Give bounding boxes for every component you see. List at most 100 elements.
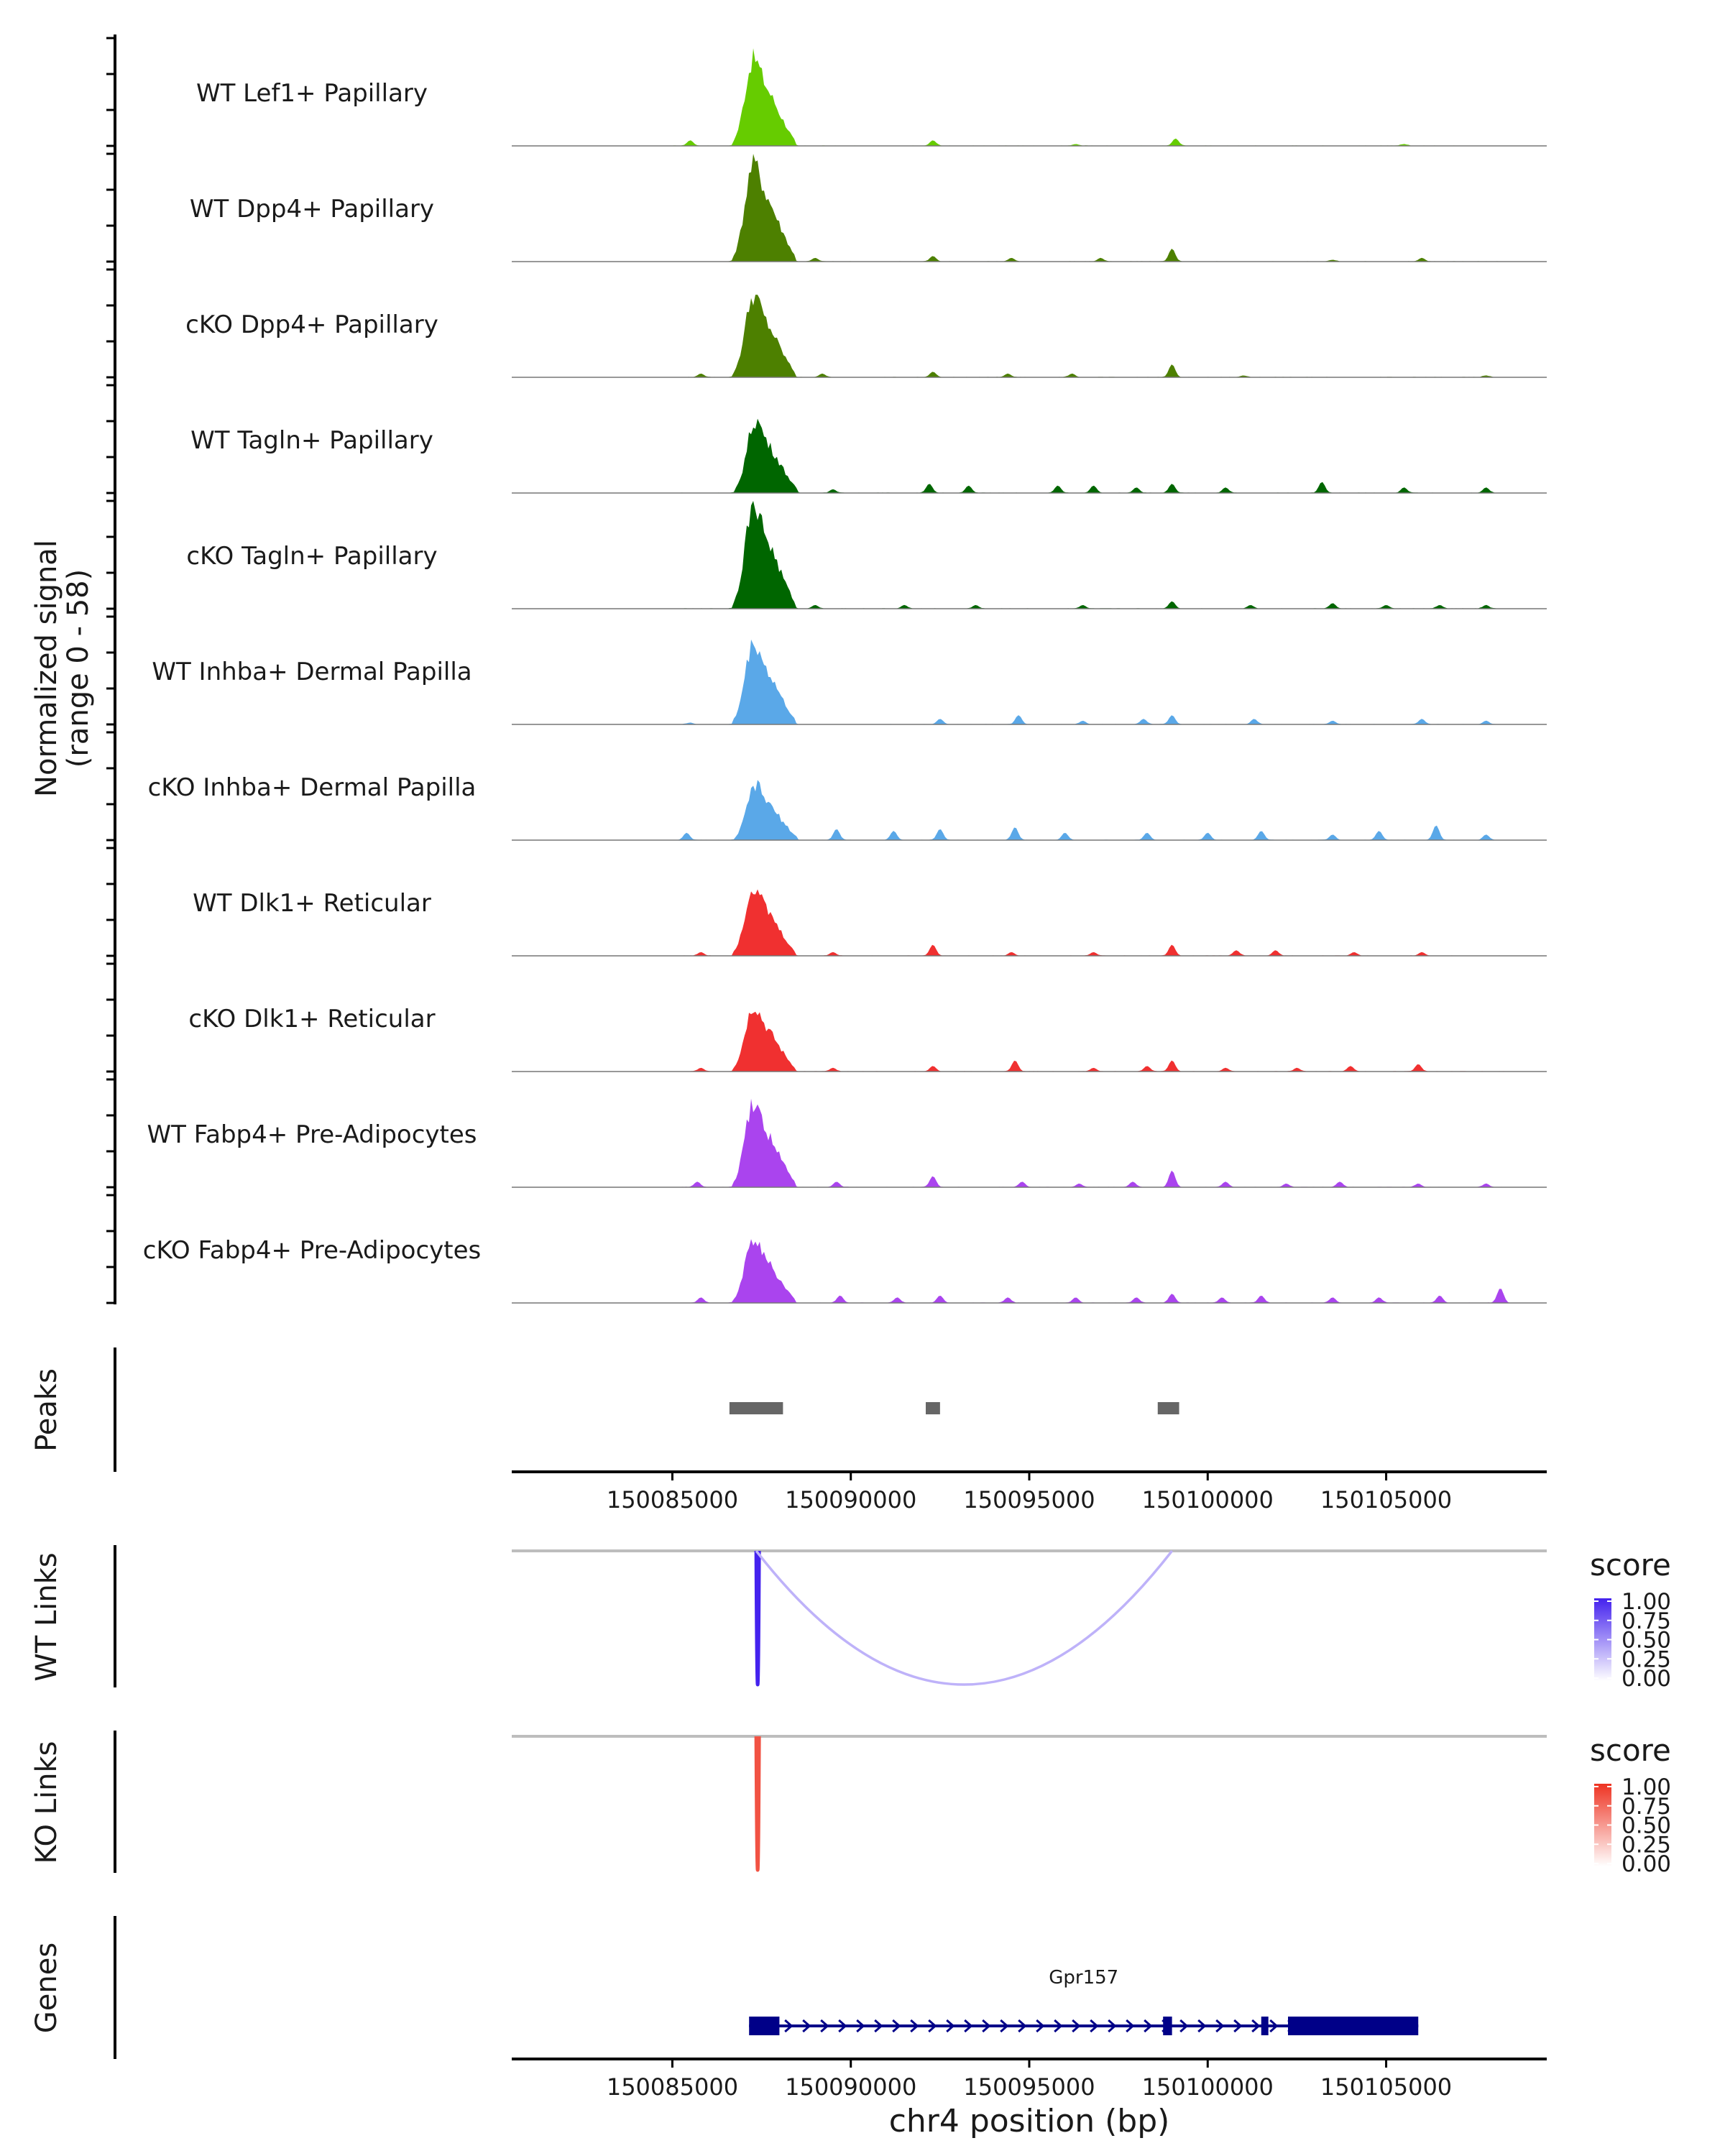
legend-break-label: 0.50	[1622, 1628, 1671, 1654]
wt_links-label: WT Links	[30, 1552, 63, 1681]
coverage-area	[512, 1011, 1547, 1072]
strand-arrow	[892, 2019, 901, 2033]
legend-break-label: 0.50	[1622, 1813, 1671, 1839]
strand-arrow	[1233, 2019, 1243, 2033]
coverage-track: cKO Dlk1+ Reticular	[188, 1005, 1547, 1072]
peak-region	[926, 1402, 940, 1414]
track-label: cKO Tagln+ Papillary	[186, 542, 437, 571]
track-label: WT Inhba+ Dermal Papilla	[152, 658, 472, 686]
legend-title: score	[1590, 1547, 1671, 1583]
strand-arrow	[1126, 2019, 1135, 2033]
legend-break-label: 1.00	[1622, 1589, 1671, 1615]
strand-arrow	[1054, 2019, 1063, 2033]
track-label: WT Dlk1+ Reticular	[193, 889, 431, 918]
coverage-track: WT Lef1+ Papillary	[196, 48, 1547, 147]
strand-arrow	[802, 2019, 811, 2033]
peak-region	[729, 1402, 783, 1414]
score-legends: score1.000.750.500.250.00score1.000.750.…	[1590, 1547, 1671, 1877]
coverage-area	[512, 1098, 1547, 1187]
coverage-track: WT Inhba+ Dermal Papilla	[152, 639, 1547, 725]
peaks-x-tick-label: 150105000	[1320, 1486, 1452, 1514]
strand-arrow	[874, 2019, 883, 2033]
coverage-panel: Normalized signal(range 0 - 58) WT Lef1+ …	[30, 34, 1547, 1304]
strand-arrow	[1018, 2019, 1027, 2033]
coverage-y-label: Normalized signal	[30, 540, 63, 797]
strand-arrow	[1090, 2019, 1099, 2033]
legend-break-label: 0.00	[1622, 1851, 1671, 1877]
track-label: WT Dpp4+ Papillary	[190, 195, 434, 224]
track-label: WT Tagln+ Papillary	[190, 426, 433, 455]
track-label: cKO Inhba+ Dermal Papilla	[148, 773, 477, 802]
coverage-track: cKO Tagln+ Papillary	[186, 501, 1547, 609]
peaks-x-tick-label: 150100000	[1142, 1486, 1274, 1514]
gene-exon	[1261, 2017, 1269, 2035]
coverage-area	[512, 418, 1547, 493]
coverage-area	[512, 889, 1547, 956]
peaks-x-tick-label: 150090000	[785, 1486, 916, 1514]
strand-arrow	[1144, 2019, 1153, 2033]
track-label: cKO Dlk1+ Reticular	[188, 1005, 435, 1033]
genes-x-tick-label: 150085000	[607, 2073, 738, 2101]
gene-name: Gpr157	[1049, 1967, 1118, 1989]
coverage-area	[512, 295, 1547, 377]
coverage-track: cKO Inhba+ Dermal Papilla	[148, 773, 1547, 841]
legend-break-label: 0.25	[1622, 1832, 1671, 1858]
legend-title: score	[1590, 1733, 1671, 1768]
track-label: cKO Dpp4+ Papillary	[185, 310, 438, 339]
genes-x-tick-label: 150095000	[963, 2073, 1095, 2101]
coverage-track: WT Fabp4+ Pre-Adipocytes	[147, 1098, 1547, 1188]
peaks-x-tick-label: 150095000	[963, 1486, 1095, 1514]
track-label: WT Lef1+ Papillary	[196, 79, 428, 108]
coverage-area	[512, 780, 1547, 840]
strand-arrow	[928, 2019, 937, 2033]
genes-x-tick-label: 150100000	[1142, 2073, 1274, 2101]
strand-arrow	[1215, 2019, 1225, 2033]
strand-arrow	[784, 2019, 794, 2033]
wt_links-arc	[755, 1549, 1174, 1686]
ko_links-label: KO Links	[30, 1741, 63, 1864]
ko-links-panel: KO Links	[30, 1731, 1547, 1873]
coverage-track: WT Dpp4+ Papillary	[190, 154, 1547, 262]
score-legend: score 1.000.750.500.250.00	[1590, 1547, 1671, 1692]
coverage-y-range-label: (range 0 - 58)	[62, 569, 95, 768]
strand-arrow	[838, 2019, 847, 2033]
strand-arrow	[1269, 2019, 1279, 2033]
coverage-track: WT Dlk1+ Reticular	[193, 889, 1547, 957]
strand-arrow	[1251, 2019, 1261, 2033]
gene-exon	[749, 2017, 780, 2035]
strand-arrow	[1000, 2019, 1009, 2033]
legend-break-label: 0.75	[1622, 1608, 1671, 1634]
peak-region	[1157, 1402, 1179, 1414]
strand-arrow	[1179, 2019, 1189, 2033]
coverage-area	[512, 1239, 1547, 1303]
score-legend: score 1.000.750.500.250.00	[1590, 1733, 1671, 1877]
coverage-area	[512, 48, 1547, 146]
track-label: WT Fabp4+ Pre-Adipocytes	[147, 1120, 477, 1149]
genes-x-tick-label: 150105000	[1320, 2073, 1452, 2101]
x-axis-title: chr4 position (bp)	[889, 2103, 1170, 2139]
coverage-track: cKO Dpp4+ Papillary	[185, 295, 1547, 378]
track-label: cKO Fabp4+ Pre-Adipocytes	[143, 1236, 482, 1265]
strand-arrow	[946, 2019, 955, 2033]
wt-links-panel: WT Links	[30, 1545, 1547, 1687]
coverage-area	[512, 501, 1547, 609]
strand-arrow	[1108, 2019, 1117, 2033]
genes-panel: Genes Gpr157 150085000 150090000 150095000 15…	[30, 1916, 1547, 2139]
peaks-x-tick-label: 150085000	[607, 1486, 738, 1514]
strand-arrow	[856, 2019, 865, 2033]
genes-x-tick-label: 150090000	[785, 2073, 916, 2101]
peaks-label: Peaks	[30, 1368, 63, 1452]
coverage-track: cKO Fabp4+ Pre-Adipocytes	[143, 1236, 1547, 1304]
coverage-area	[512, 154, 1547, 262]
strand-arrow	[1036, 2019, 1045, 2033]
peaks-panel: Peaks 150085000 150090000 150095000 15010000…	[30, 1348, 1547, 1514]
legend-break-label: 0.00	[1622, 1666, 1671, 1692]
legend-break-label: 0.25	[1622, 1646, 1671, 1672]
strand-arrow	[910, 2019, 919, 2033]
coverage-track: WT Tagln+ Papillary	[190, 418, 1547, 494]
coverage-area	[512, 639, 1547, 724]
strand-arrow	[964, 2019, 973, 2033]
strand-arrow	[982, 2019, 991, 2033]
strand-arrow	[820, 2019, 829, 2033]
